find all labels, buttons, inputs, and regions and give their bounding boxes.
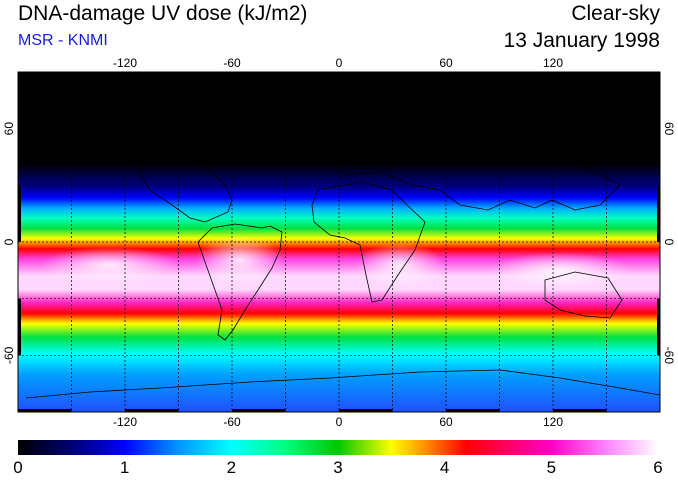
frame-tick-bar [553,409,607,412]
lon-tick-label-top: 120 [543,56,563,70]
frame-tick-bar [232,409,286,412]
lat-tick-label-right: 60 [662,122,676,136]
lon-tick-label-top: -60 [223,56,241,70]
lat-tick-label-left: -60 [2,346,16,364]
latitude-labels-right: 60 0 -60 [662,122,676,364]
colorbar [18,440,658,455]
lon-tick-label-bottom: 60 [439,415,453,429]
coast-eurasia [319,139,621,211]
frame-tick-bar [657,185,660,242]
latitude-labels-left: 60 0 -60 [2,122,16,364]
credit-label: MSR - KNMI [18,32,108,49]
colorbar-label: 3 [333,458,343,477]
frame-tick-bar [18,185,21,242]
hotspot-australia [490,252,630,288]
frame-tick-bars [18,72,660,412]
map-title: DNA-damage UV dose (kJ/m2) [18,2,308,25]
frame-tick-bar [657,72,660,129]
colorbar-label: 2 [226,458,237,477]
coast-africa [311,181,426,303]
frame-tick-bar [657,298,660,356]
coast-north-america [137,149,233,223]
lon-tick-label-bottom: -120 [113,415,137,429]
coast-south-america [197,223,283,341]
colorbar-label: 4 [439,458,450,477]
colorbar-label: 6 [653,458,663,477]
longitude-labels-top: -120 -60 0 60 120 [113,56,563,70]
lat-tick-label-left: 0 [2,238,16,245]
frame-tick-bar [553,72,607,75]
lat-tick-label-right: -60 [662,347,676,365]
frame-tick-bar [18,409,72,412]
lon-tick-label-top: 60 [439,56,453,70]
map-field [18,72,660,412]
colorbar-label: 0 [13,458,23,477]
frame-tick-bar [339,72,393,75]
colorbar-label: 1 [119,458,130,477]
frame-tick-bar [18,298,21,356]
hotspot-south-america [195,235,285,285]
frame-tick-bar [339,409,393,412]
graticule [18,72,660,412]
lon-tick-label-top: 0 [336,56,343,70]
lon-tick-label-bottom: 120 [543,415,563,429]
date-label: 13 January 1998 [503,29,660,52]
colorbar-label: 5 [546,458,557,477]
frame-tick-bar [18,72,72,75]
hotspot-pacific [40,247,180,283]
lon-tick-label-bottom: 0 [336,415,343,429]
frame-tick-bar [18,72,21,129]
hotspot-africa [355,243,445,287]
lat-tick-label-right: 0 [662,239,676,246]
lat-tick-label-left: 60 [2,122,16,136]
lon-tick-label-top: -120 [113,56,137,70]
frame-tick-bar [232,72,286,75]
frame-tick-bar [125,72,179,75]
frame-tick-bar [446,72,500,75]
frame-tick-bar [125,409,179,412]
coast-australia [544,271,623,319]
longitude-labels-bottom: -120 -60 0 60 120 [113,415,563,429]
frame-tick-bar [446,409,500,412]
sky-condition-label: Clear-sky [571,2,660,25]
lon-tick-label-bottom: -60 [223,415,241,429]
